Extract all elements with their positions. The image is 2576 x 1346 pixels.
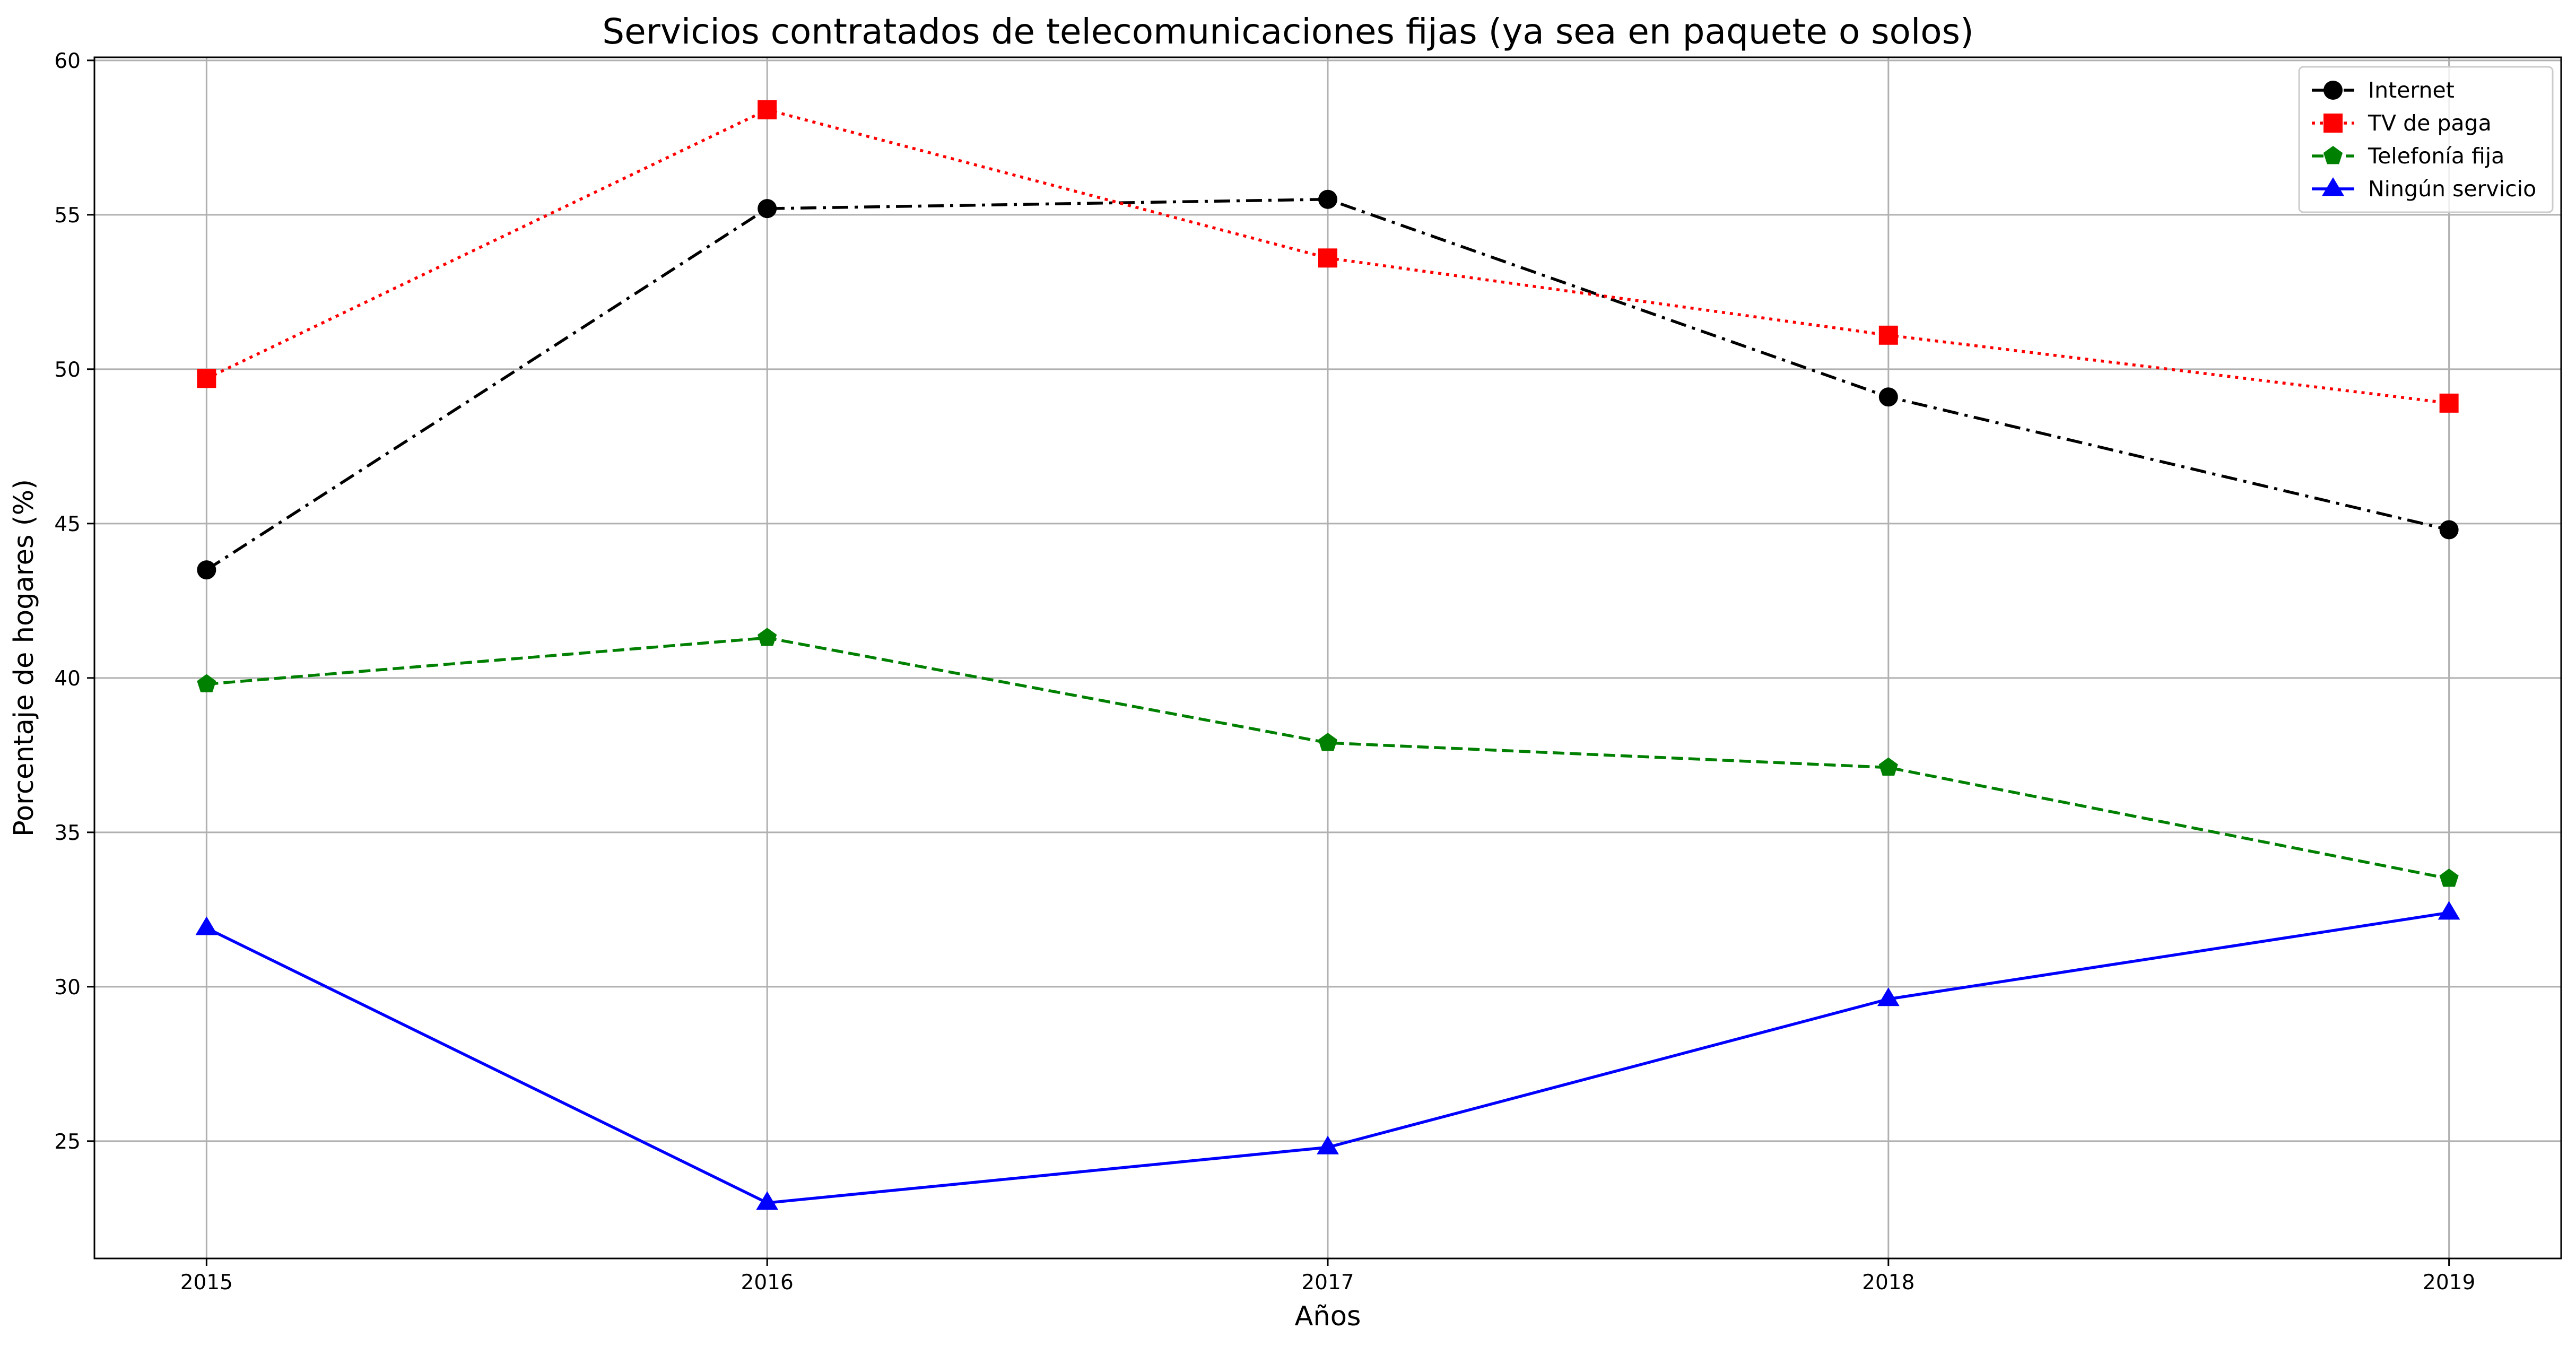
legend-marker — [2323, 81, 2343, 100]
x-tick-label: 2017 — [1301, 1271, 1354, 1295]
y-tick-label: 45 — [54, 513, 81, 536]
data-point — [197, 560, 216, 580]
data-point — [1318, 189, 1337, 209]
y-axis-label: Porcentaje de hogares (%) — [8, 479, 40, 837]
data-point — [758, 199, 777, 219]
data-point — [2439, 393, 2459, 413]
legend-marker — [2323, 146, 2343, 164]
series-line — [205, 197, 2450, 571]
legend-label: Ningún servicio — [2368, 176, 2536, 202]
x-axis-label: Años — [1295, 1301, 1361, 1332]
legend-label: TV de paga — [2368, 110, 2492, 136]
data-point — [1318, 733, 1338, 751]
x-tick-label: 2018 — [1862, 1271, 1914, 1295]
x-tick-label: 2019 — [2423, 1271, 2475, 1295]
legend-box — [2298, 66, 2554, 213]
series-line — [206, 108, 2449, 405]
y-tick-label: 35 — [54, 821, 81, 845]
x-tick-label: 2015 — [180, 1271, 233, 1295]
data-point — [195, 916, 218, 935]
legend-marker — [2323, 114, 2343, 133]
legend: Internet TV de paga Telefonía fija Ningún s… — [2298, 66, 2554, 213]
series-line — [206, 636, 2450, 880]
data-point — [1878, 757, 1898, 776]
y-tick-label: 30 — [54, 976, 81, 1000]
series-0 — [197, 189, 2459, 580]
series-layer — [195, 100, 2460, 1210]
y-tick-label: 55 — [54, 204, 81, 228]
data-point — [758, 100, 777, 119]
legend-label: Telefonía fija — [2368, 143, 2504, 169]
data-point — [758, 628, 777, 646]
grid — [94, 57, 2561, 1258]
data-point — [197, 369, 216, 388]
data-point — [1317, 1135, 1339, 1154]
data-point — [2439, 869, 2459, 887]
data-point — [1877, 987, 1900, 1006]
legend-marker — [2322, 177, 2344, 196]
data-point — [1878, 387, 1898, 407]
y-tick-label: 50 — [54, 358, 81, 382]
y-axis: 25 30 35 40 45 50 55 60 — [54, 49, 94, 1154]
y-tick-label: 40 — [54, 667, 81, 691]
data-point — [1318, 248, 1337, 268]
series-2 — [197, 628, 2459, 887]
chart-title: Servicios contratados de telecomunicacio… — [602, 11, 1974, 52]
data-point — [2439, 520, 2459, 540]
data-point — [197, 674, 216, 692]
y-tick-label: 25 — [54, 1130, 81, 1154]
series-3 — [195, 901, 2460, 1210]
data-point — [2438, 901, 2460, 920]
x-axis: 2015 2016 2017 2018 2019 — [180, 1258, 2475, 1295]
data-point — [756, 1191, 779, 1210]
legend-label: Internet — [2368, 77, 2455, 103]
y-tick-label: 60 — [54, 49, 81, 73]
data-point — [1878, 325, 1898, 345]
series-1 — [197, 100, 2459, 413]
x-tick-label: 2016 — [741, 1271, 794, 1295]
